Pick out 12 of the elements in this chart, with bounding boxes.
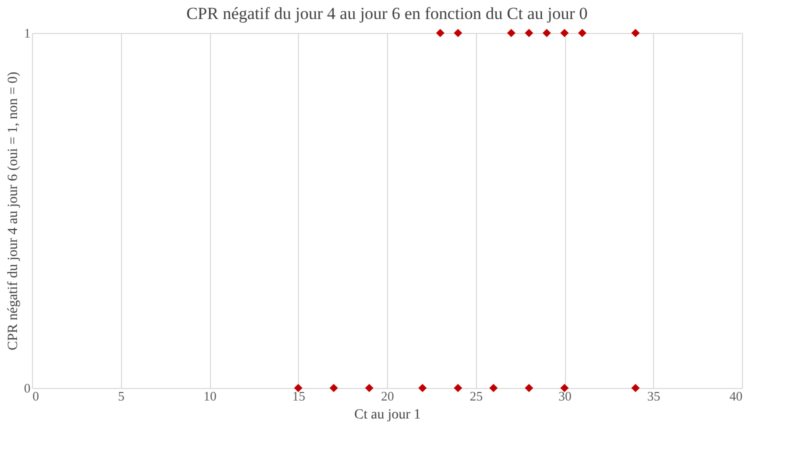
y-axis-title: CPR négatif du jour 4 au jour 6 (oui = 1, non = 0) bbox=[6, 71, 21, 350]
x-tick-label: 30 bbox=[558, 388, 572, 404]
x-tick-label: 5 bbox=[118, 388, 124, 404]
y-tick-label: 1 bbox=[24, 26, 30, 40]
x-tick-label: 10 bbox=[204, 388, 216, 404]
x-tick-label: 35 bbox=[647, 388, 660, 404]
x-tick-label: 20 bbox=[381, 388, 394, 404]
x-tick-label: 40 bbox=[730, 388, 742, 404]
x-tick-label: 15 bbox=[292, 388, 306, 404]
x-axis-title: Ct au jour 1 bbox=[354, 408, 421, 422]
x-tick-label: 25 bbox=[470, 388, 483, 404]
chart-title: CPR négatif du jour 4 au jour 6 en fonction du Ct au jour 0 bbox=[186, 4, 588, 23]
